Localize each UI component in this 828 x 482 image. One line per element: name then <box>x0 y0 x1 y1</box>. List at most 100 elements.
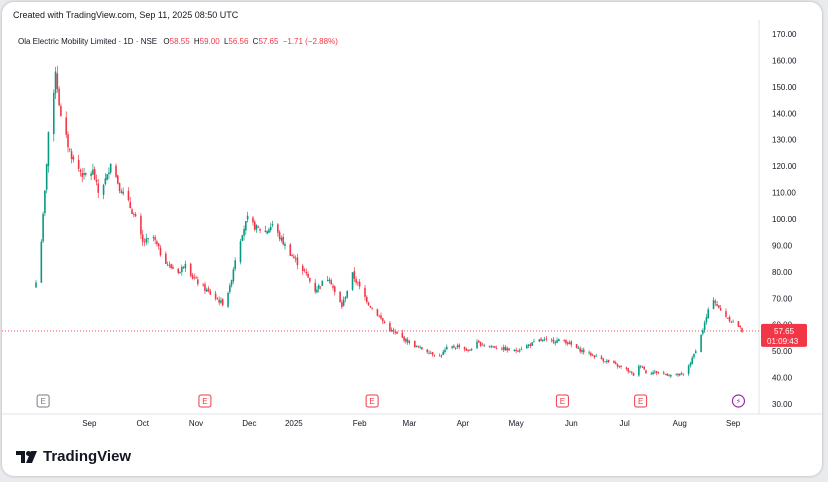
candle-body <box>221 299 224 306</box>
candle-body <box>278 232 281 240</box>
candle-body <box>280 237 283 241</box>
candle-body <box>719 308 722 311</box>
candle-body <box>527 344 530 347</box>
earnings-marker[interactable]: E <box>634 394 648 408</box>
candle-body <box>364 287 366 297</box>
y-tick-label: 90.00 <box>772 241 793 250</box>
candle-body <box>396 331 398 334</box>
candle-body <box>556 340 558 343</box>
candle-body <box>620 365 622 367</box>
svg-text:E: E <box>369 397 374 406</box>
candle-body <box>654 371 656 373</box>
candle-body <box>253 221 256 230</box>
candle-body <box>741 328 743 333</box>
candle-body <box>725 311 727 317</box>
candle-body <box>156 241 158 245</box>
candle-body <box>120 191 123 194</box>
candle-body <box>616 364 619 367</box>
candle-body <box>177 268 180 273</box>
x-tick-label: Oct <box>136 419 149 428</box>
candle-body <box>515 349 517 351</box>
candle-body <box>526 345 528 349</box>
price-chart[interactable]: 170.00 160.00 150.00 140.00 130.00 120.00 110.… <box>2 2 822 476</box>
candle-body <box>214 293 217 299</box>
earnings-marker[interactable]: E <box>555 394 569 408</box>
candle-body <box>282 236 284 245</box>
candle-body <box>332 285 334 288</box>
candle-body <box>614 362 617 365</box>
x-tick-label: Mar <box>403 419 417 428</box>
candle-body <box>157 243 160 247</box>
symbol-legend: Ola Electric Mobility Limited · 1D · NSE… <box>18 37 338 46</box>
y-tick-label: 130.00 <box>772 136 797 145</box>
candle-body <box>264 230 267 233</box>
y-tick-label: 110.00 <box>772 189 796 198</box>
candle-body <box>465 348 468 351</box>
candle-body <box>56 73 59 90</box>
earnings-marker[interactable]: E <box>365 394 379 408</box>
candle-body <box>577 347 580 349</box>
candle-body <box>453 345 455 348</box>
candle-body <box>413 340 416 348</box>
candle-body <box>241 235 244 241</box>
candle-body <box>481 344 484 346</box>
candle-body <box>305 271 308 274</box>
svg-text:E: E <box>638 397 643 406</box>
candle-body <box>381 318 384 322</box>
symbol-name: Ola Electric Mobility Limited · 1D · NSE <box>18 37 158 46</box>
candle-body <box>40 241 43 283</box>
candle-body <box>650 373 653 375</box>
candle-body <box>645 370 647 374</box>
candle-body <box>371 307 373 309</box>
candle-body <box>703 322 706 330</box>
candle-body <box>390 330 393 331</box>
x-tick-label: Dec <box>242 419 256 428</box>
candle-body <box>95 179 98 182</box>
candle-body <box>205 289 208 292</box>
candle-body <box>438 355 441 357</box>
candle-body <box>239 241 242 263</box>
x-tick-label: May <box>509 419 524 428</box>
split-marker[interactable]: ⚡ <box>731 394 746 408</box>
candle-body <box>243 229 245 236</box>
candle-body <box>675 373 678 375</box>
candle-body <box>570 341 573 345</box>
candle-body <box>216 298 219 300</box>
candle-body <box>293 256 295 259</box>
candle-body <box>444 349 446 353</box>
candle-body <box>369 306 372 308</box>
low-value: 56.56 <box>228 37 249 46</box>
change-value: −1.71 (−2.88%) <box>282 37 338 46</box>
candle-body <box>189 263 192 276</box>
candle-body <box>540 338 542 341</box>
candle-body <box>630 371 633 373</box>
candle-body <box>291 255 293 257</box>
candle-body <box>44 190 46 214</box>
candle-body <box>543 339 546 341</box>
high-value: 59.00 <box>199 37 220 46</box>
candle-body <box>568 342 571 344</box>
candle-body <box>678 373 681 376</box>
x-tick-label: Apr <box>457 419 470 428</box>
earnings-marker[interactable]: E <box>198 394 212 408</box>
candle-body <box>230 280 233 286</box>
candle-body <box>72 156 75 160</box>
x-tick-label: Aug <box>673 419 687 428</box>
candle-body <box>184 263 187 269</box>
candle-body <box>429 352 432 354</box>
candle-body <box>668 375 670 377</box>
candle-body <box>58 88 60 106</box>
candle-body <box>470 349 473 350</box>
candle-body <box>147 238 149 239</box>
candle-body <box>629 371 631 373</box>
candle-body <box>309 277 311 282</box>
candle-body <box>317 285 320 290</box>
candle-body <box>545 338 548 340</box>
candle-body <box>60 106 62 117</box>
candle-body <box>54 71 57 94</box>
earnings-marker[interactable]: E <box>36 394 50 408</box>
candle-body <box>718 305 720 308</box>
candle-body <box>122 191 124 194</box>
tradingview-brand[interactable]: TradingView <box>16 448 131 465</box>
candle-body <box>458 344 461 348</box>
